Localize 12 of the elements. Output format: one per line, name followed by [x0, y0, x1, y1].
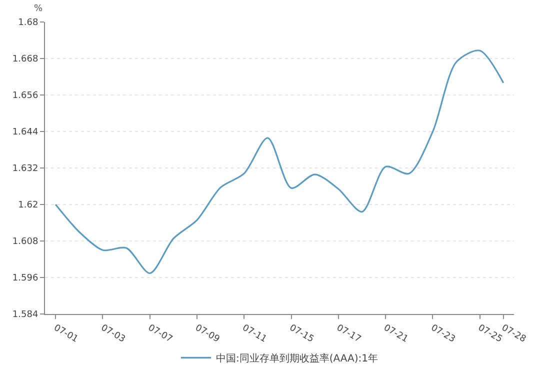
y-axis-title: % — [34, 4, 43, 14]
y-tick-label: 1.608 — [12, 237, 38, 248]
y-tick-label: 1.656 — [12, 91, 38, 102]
y-tick-label: 1.68 — [18, 18, 38, 28]
line-series — [54, 50, 504, 274]
y-tick-label: 1.62 — [18, 200, 38, 211]
y-tick-label: 1.584 — [12, 310, 38, 320]
y-tick-label: 1.632 — [12, 164, 38, 174]
y-tick-label: 1.668 — [12, 54, 38, 65]
legend-label: 中国:同业存单到期收益率(AAA):1年 — [216, 352, 378, 365]
y-tick-label: 1.596 — [12, 274, 38, 284]
y-tick-label: 1.644 — [12, 128, 38, 138]
